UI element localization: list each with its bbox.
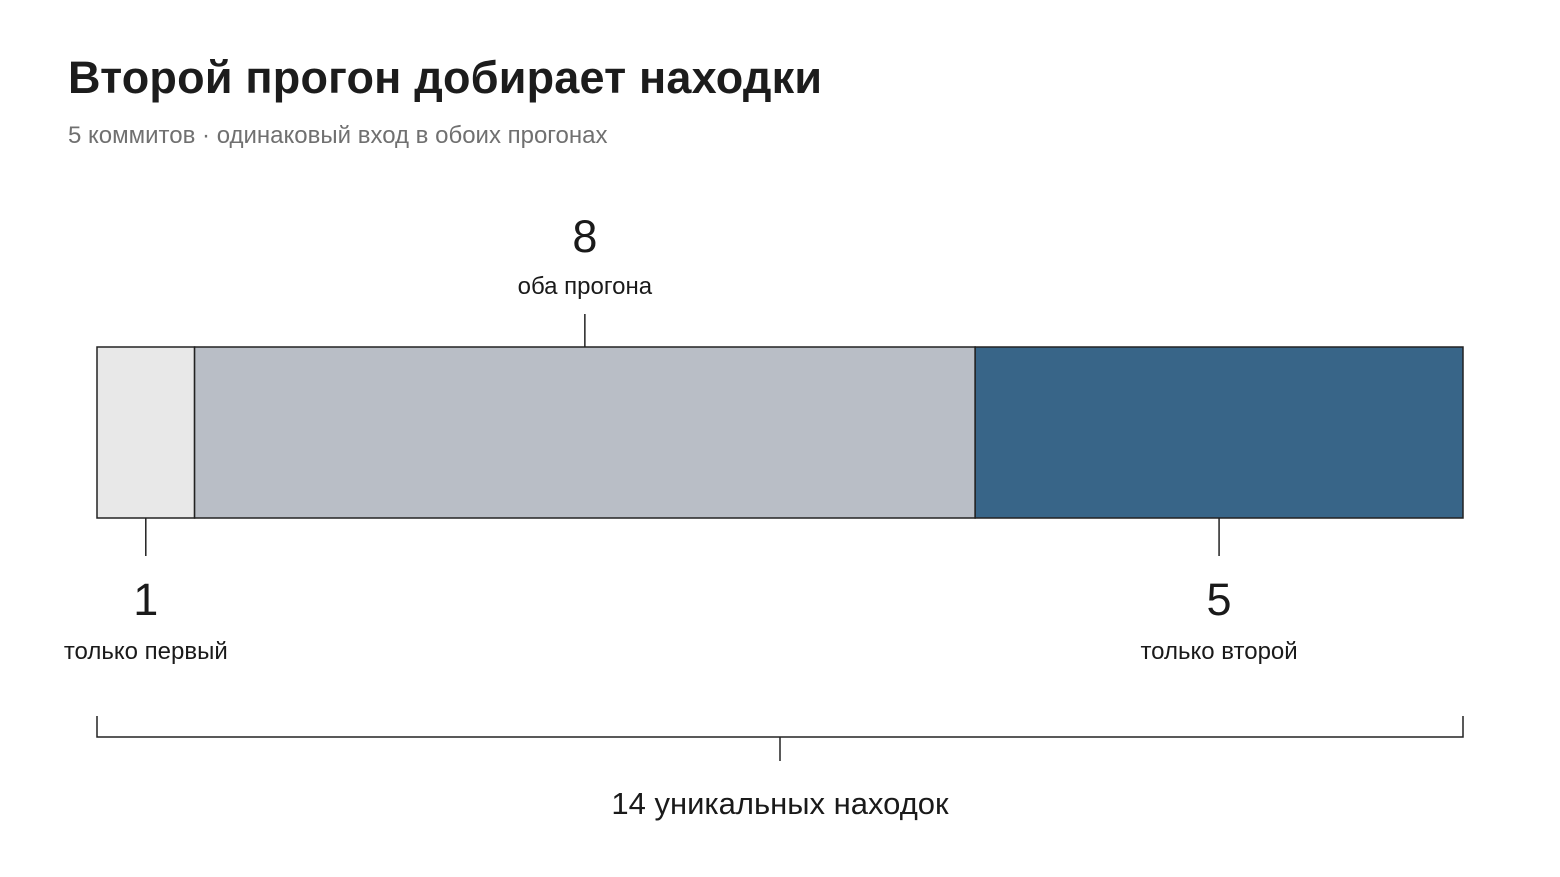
chart-title: Второй прогон добирает находки <box>68 52 823 103</box>
category-label-both-runs: оба прогона <box>518 273 653 300</box>
segment-annotations: 1 только первый 8 оба прогона 5 только второй <box>64 211 1298 665</box>
segment-both-runs <box>193 346 976 519</box>
total-label: 14 уникальных находок <box>611 786 949 821</box>
segment-only-first <box>96 346 196 519</box>
category-label-only-second: только второй <box>1140 638 1297 665</box>
bar-segments <box>96 346 1464 519</box>
value-label-only-first: 1 <box>133 574 158 625</box>
value-label-only-second: 5 <box>1207 574 1232 625</box>
total-bracket: 14 уникальных находок <box>96 716 1464 821</box>
value-label-both-runs: 8 <box>572 211 597 262</box>
chart-subtitle: 5 коммитов · одинаковый вход в обоих про… <box>68 122 608 149</box>
segment-only-second <box>974 346 1464 519</box>
category-label-only-first: только первый <box>64 638 228 665</box>
total-bracket-line <box>96 716 1464 738</box>
